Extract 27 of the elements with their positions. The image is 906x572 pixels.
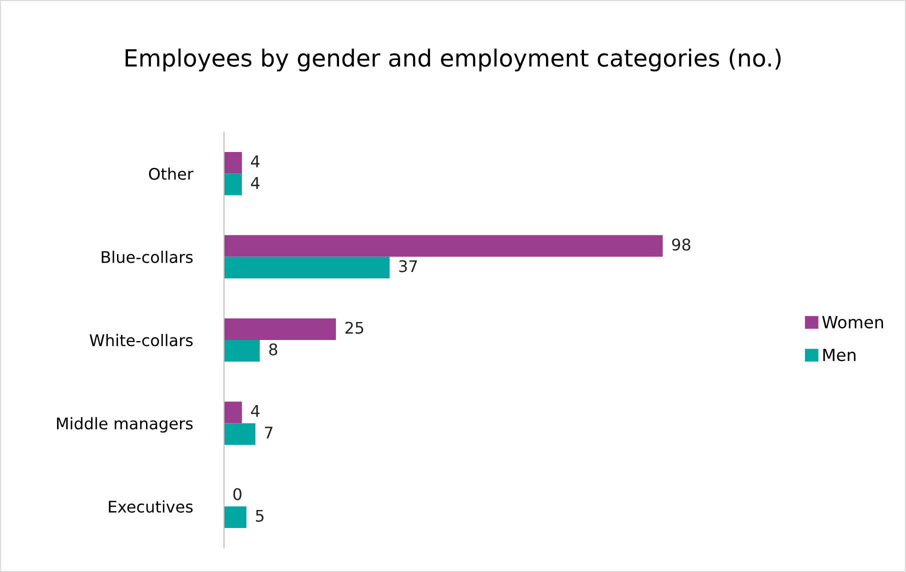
data-label: 4 [251, 405, 260, 417]
y-tick-label: Middle managers [57, 417, 193, 433]
chart-title: Employees by gender and employment categories (no.) [126, 48, 781, 72]
data-label: 4 [251, 156, 260, 168]
legend-label: Women [822, 316, 883, 328]
bar [224, 402, 242, 424]
bar [224, 152, 242, 174]
bar [224, 506, 246, 528]
data-label: 8 [269, 343, 278, 356]
bar [224, 174, 242, 196]
y-tick-label: Other [148, 168, 194, 180]
bar [224, 340, 260, 362]
data-label: 5 [256, 510, 264, 522]
bar [224, 423, 256, 445]
data-label: 0 [233, 488, 242, 500]
data-label: 7 [264, 426, 272, 438]
bar [224, 318, 336, 340]
data-label: 25 [345, 322, 364, 334]
y-tick-label: Blue-collars [102, 250, 193, 264]
data-label: 4 [251, 177, 260, 189]
y-tick-label: Executives [108, 500, 193, 513]
data-label: 37 [399, 260, 417, 272]
bar [224, 256, 390, 278]
data-label: 98 [672, 238, 690, 251]
legend-label: Men [823, 348, 856, 362]
y-tick-label: White-collars [90, 334, 193, 346]
bar [224, 235, 663, 257]
